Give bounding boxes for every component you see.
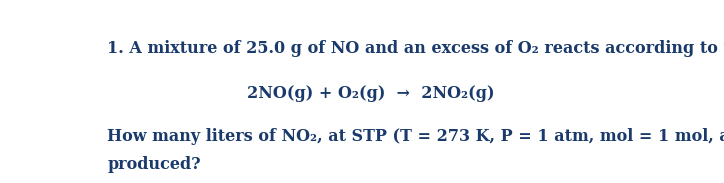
Text: 1. A mixture of 25.0 g of NO and an excess of O₂ reacts according to the balance: 1. A mixture of 25.0 g of NO and an exce… <box>107 40 724 57</box>
Text: produced?: produced? <box>107 156 201 173</box>
Text: How many liters of NO₂, at STP (T = 273 K, P = 1 atm, mol = 1 mol, and V = 22.41: How many liters of NO₂, at STP (T = 273 … <box>107 128 724 145</box>
Text: 2NO(g) + O₂(g)  →  2NO₂(g): 2NO(g) + O₂(g) → 2NO₂(g) <box>248 85 494 102</box>
